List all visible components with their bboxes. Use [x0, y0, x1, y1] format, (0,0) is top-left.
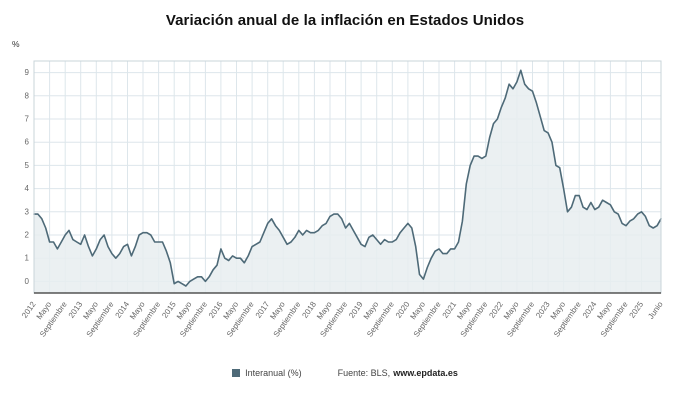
series-area [34, 70, 661, 293]
epdata-link[interactable]: www.epdata.es [393, 368, 458, 378]
y-axis-tick-label: 1 [25, 254, 30, 263]
y-axis-tick-label: 3 [25, 207, 30, 216]
chart-title: Variación anual de la inflación en Estad… [165, 12, 525, 29]
legend-item-interanual: Interanual (%) [232, 368, 302, 378]
chart-footer: Interanual (%) Fuente: BLS, www.epdata.es [0, 368, 690, 378]
legend-swatch-icon [232, 369, 241, 377]
y-axis-tick-label: 5 [25, 161, 30, 170]
y-axis-tick-label: 8 [25, 91, 30, 100]
legend-series-label: Interanual (%) [245, 368, 302, 378]
inflation-chart: 0123456789%2012MayoSeptiembre2013MayoSep… [12, 39, 665, 339]
y-axis-tick-label: 4 [25, 184, 30, 193]
source-prefix: Fuente: BLS, [337, 368, 391, 378]
series-line [33, 69, 662, 287]
x-axis-tick-label: 2025 [628, 300, 646, 320]
y-axis-tick-label: 7 [25, 115, 30, 124]
y-axis-tick-label: 9 [25, 68, 30, 77]
y-axis-tick-label: 2 [25, 231, 30, 240]
source-attribution: Fuente: BLS, www.epdata.es [338, 368, 458, 378]
y-axis-unit-label: % [12, 39, 20, 49]
y-axis-tick-label: 6 [25, 138, 30, 147]
x-axis-tick-label: Junio [646, 300, 665, 321]
y-axis-tick-label: 0 [25, 277, 30, 286]
